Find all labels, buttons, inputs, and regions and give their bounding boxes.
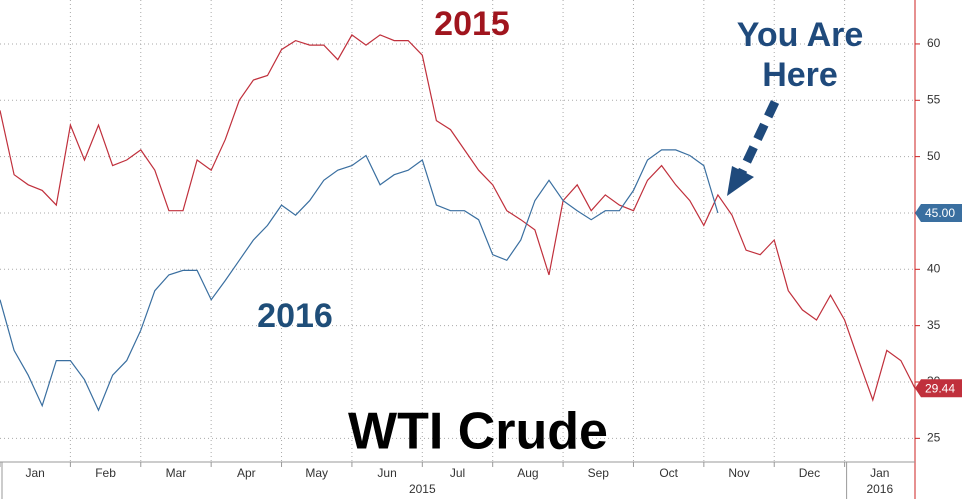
value-label-box xyxy=(915,203,962,222)
value-label-box xyxy=(915,379,962,398)
chart-title: WTI Crude xyxy=(348,403,608,461)
annotation-2015: 2015 xyxy=(434,5,510,43)
series-line xyxy=(0,34,916,402)
pointer-arrow xyxy=(737,100,780,174)
y-tick-label: 55 xyxy=(927,92,941,106)
x-tick-label: Aug xyxy=(517,466,538,480)
y-tick-label: 35 xyxy=(927,318,941,332)
year-label: 2016 xyxy=(866,482,893,496)
value-label: 29.44 xyxy=(925,381,955,395)
x-tick-label: Sep xyxy=(588,466,610,480)
annotation-2016: 2016 xyxy=(257,297,333,335)
value-label: 45.00 xyxy=(925,206,955,220)
y-tick-label: 25 xyxy=(927,431,941,445)
pointer-arrow-head xyxy=(727,166,754,196)
y-tick-label: 60 xyxy=(927,36,941,50)
x-tick-label: Feb xyxy=(95,466,116,480)
x-tick-label: Jun xyxy=(377,466,396,480)
y-tick-label: 50 xyxy=(927,149,941,163)
x-tick-label: Apr xyxy=(237,466,256,480)
series-line xyxy=(0,149,719,412)
x-tick-label: Dec xyxy=(799,466,820,480)
x-tick-label: May xyxy=(305,466,328,480)
y-tick-label: 40 xyxy=(927,261,941,275)
year-label: 2015 xyxy=(409,482,436,496)
x-tick-label: Mar xyxy=(166,466,187,480)
annotation-pointer: Here xyxy=(762,56,838,94)
x-tick-label: Jan xyxy=(26,466,45,480)
x-tick-label: Nov xyxy=(728,466,749,480)
x-tick-label: Jul xyxy=(450,466,465,480)
x-tick-label: Jan xyxy=(870,466,889,480)
annotation-pointer: You Are xyxy=(737,16,864,54)
x-tick-label: Oct xyxy=(659,466,678,480)
